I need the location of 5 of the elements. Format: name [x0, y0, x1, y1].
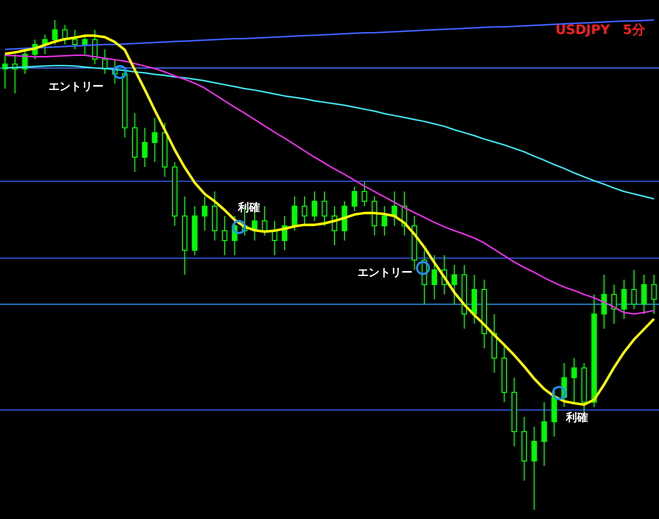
annotation: エントリー [48, 80, 104, 93]
annotation: 利確 [237, 201, 260, 214]
annotation: エントリー [358, 266, 412, 279]
annotation: 利確 [565, 411, 588, 424]
chart-title: USDJPY 5分 [555, 23, 646, 38]
